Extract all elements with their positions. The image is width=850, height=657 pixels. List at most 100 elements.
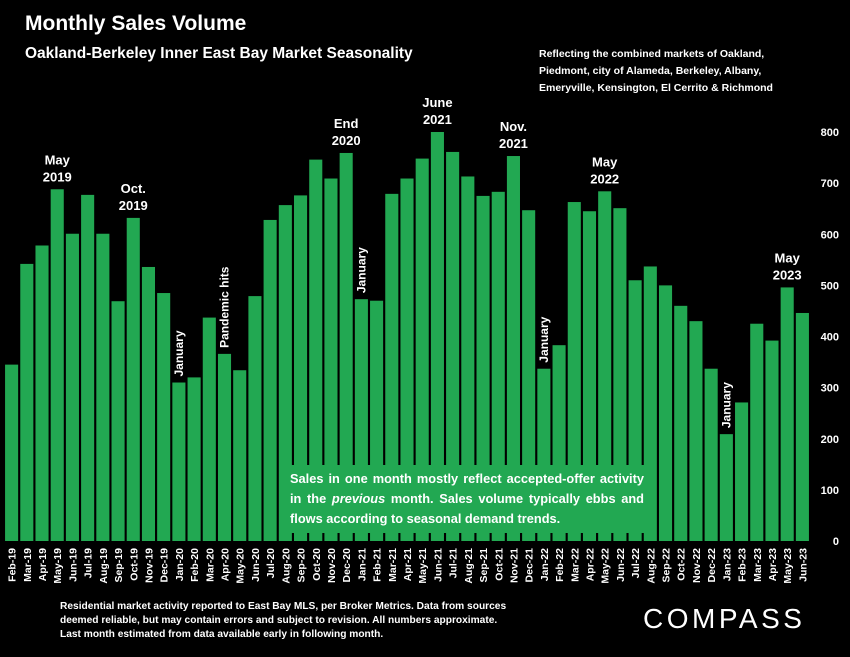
bar	[96, 233, 110, 542]
bar	[50, 189, 64, 541]
source-footnote: Residential market activity reported to …	[60, 601, 507, 640]
bar	[339, 152, 353, 541]
bar	[141, 266, 156, 541]
x-tick-label: Oct-19	[128, 548, 140, 581]
bar	[157, 293, 171, 541]
bar	[658, 285, 673, 542]
bar	[689, 321, 703, 541]
x-tick-label: Jun-23	[797, 548, 809, 582]
x-tick-label: Feb-22	[554, 548, 566, 582]
annotation-label: January	[354, 247, 368, 293]
x-tick-label: Feb-21	[372, 548, 384, 582]
annotation-label: 2019	[119, 198, 148, 213]
callout-text-end: month. Sales volume typically ebbs and f…	[290, 491, 644, 526]
annotation-label: 2022	[590, 171, 619, 186]
x-tick-label: Dec-20	[341, 548, 353, 583]
x-tick-label: Mar-23	[752, 548, 764, 582]
y-tick-label: 500	[821, 280, 839, 292]
x-tick-label: Aug-22	[645, 548, 657, 584]
seasonality-callout: Sales in one month mostly reflect accept…	[280, 465, 654, 533]
bar	[415, 158, 429, 541]
chart-title: Monthly Sales Volume	[25, 12, 247, 35]
x-tick-label: Dec-22	[706, 548, 718, 583]
bar	[217, 353, 232, 541]
annotation-label: January	[719, 382, 733, 428]
x-tick-label: Oct-22	[676, 548, 688, 581]
x-tick-label: Apr-20	[220, 548, 232, 581]
x-tick-label: Nov-19	[143, 548, 155, 583]
bar	[522, 210, 536, 541]
x-tick-label: Jul-22	[630, 548, 642, 579]
x-tick-label: Jul-21	[448, 548, 460, 579]
y-tick-label: 600	[821, 229, 839, 241]
bar	[446, 151, 460, 541]
x-tick-label: Dec-21	[524, 548, 536, 583]
x-tick-label: Aug-20	[280, 548, 292, 584]
annotation-label: Oct.	[121, 181, 146, 196]
annotation-label: January	[172, 330, 186, 376]
y-tick-label: 400	[821, 332, 839, 344]
bar	[5, 364, 19, 541]
bar	[795, 312, 809, 541]
y-tick-label: 300	[821, 383, 839, 395]
bar	[202, 317, 216, 541]
annotation-label: January	[537, 316, 551, 362]
x-tick-label: May-23	[782, 548, 794, 584]
x-tick-label: Mar-20	[204, 548, 216, 582]
x-tick-label: Jul-19	[83, 548, 95, 579]
market-note: Reflecting the combined markets of Oakla…	[539, 48, 773, 94]
bar	[613, 208, 627, 541]
bar	[233, 370, 247, 541]
x-tick-label: May-22	[600, 548, 612, 584]
annotation-label: May	[592, 154, 618, 169]
bar	[35, 245, 49, 541]
x-tick-label: Feb-23	[737, 548, 749, 582]
x-tick-label: Jul-20	[265, 548, 277, 579]
annotation-label: 2023	[773, 267, 802, 282]
annotation-label: End	[334, 116, 359, 131]
annotation-label: May	[45, 152, 71, 167]
bar	[400, 178, 414, 541]
bar	[126, 217, 140, 541]
bar	[324, 178, 338, 541]
x-tick-label: Jun-21	[432, 548, 444, 582]
x-tick-label: Dec-19	[159, 548, 171, 583]
bar	[719, 434, 733, 541]
bar	[506, 156, 520, 541]
x-tick-label: Jun-22	[615, 548, 627, 582]
bar	[780, 287, 794, 541]
chart-subtitle: Oakland-Berkeley Inner East Bay Market S…	[25, 45, 413, 62]
callout-text-italic: previous	[331, 491, 386, 506]
x-tick-label: Jan-22	[539, 548, 551, 581]
x-tick-label: Aug-21	[463, 548, 475, 584]
x-tick-label: Jan-21	[356, 548, 368, 581]
bar	[735, 402, 749, 541]
bar	[461, 176, 475, 542]
annotation-label: Nov.	[500, 119, 527, 134]
callout-text-start: Sales in one month mostly reflect accept…	[290, 471, 644, 506]
bar	[278, 205, 292, 542]
x-tick-label: May-21	[417, 548, 429, 584]
x-tick-label: Jan-20	[174, 548, 186, 581]
x-tick-label: Nov-21	[508, 548, 520, 583]
x-tick-label: Feb-19	[7, 548, 19, 582]
y-tick-label: 200	[821, 434, 839, 446]
x-tick-label: Oct-21	[493, 548, 505, 581]
annotation-label: 2020	[332, 133, 361, 148]
annotation-label: Pandemic hits	[218, 266, 232, 348]
x-tick-label: Jun-19	[67, 548, 79, 582]
bar	[309, 159, 323, 542]
bar	[430, 132, 444, 541]
x-tick-label: May-19	[52, 548, 64, 584]
bar	[65, 233, 79, 542]
y-tick-label: 100	[821, 485, 839, 497]
bar	[674, 305, 688, 541]
bar	[567, 202, 581, 542]
x-tick-label: Mar-19	[22, 548, 34, 582]
bar	[582, 211, 597, 542]
y-tick-label: 800	[821, 127, 839, 139]
x-tick-label: Oct-20	[311, 548, 323, 581]
annotation-label: 2021	[499, 136, 528, 151]
bar	[172, 382, 186, 541]
